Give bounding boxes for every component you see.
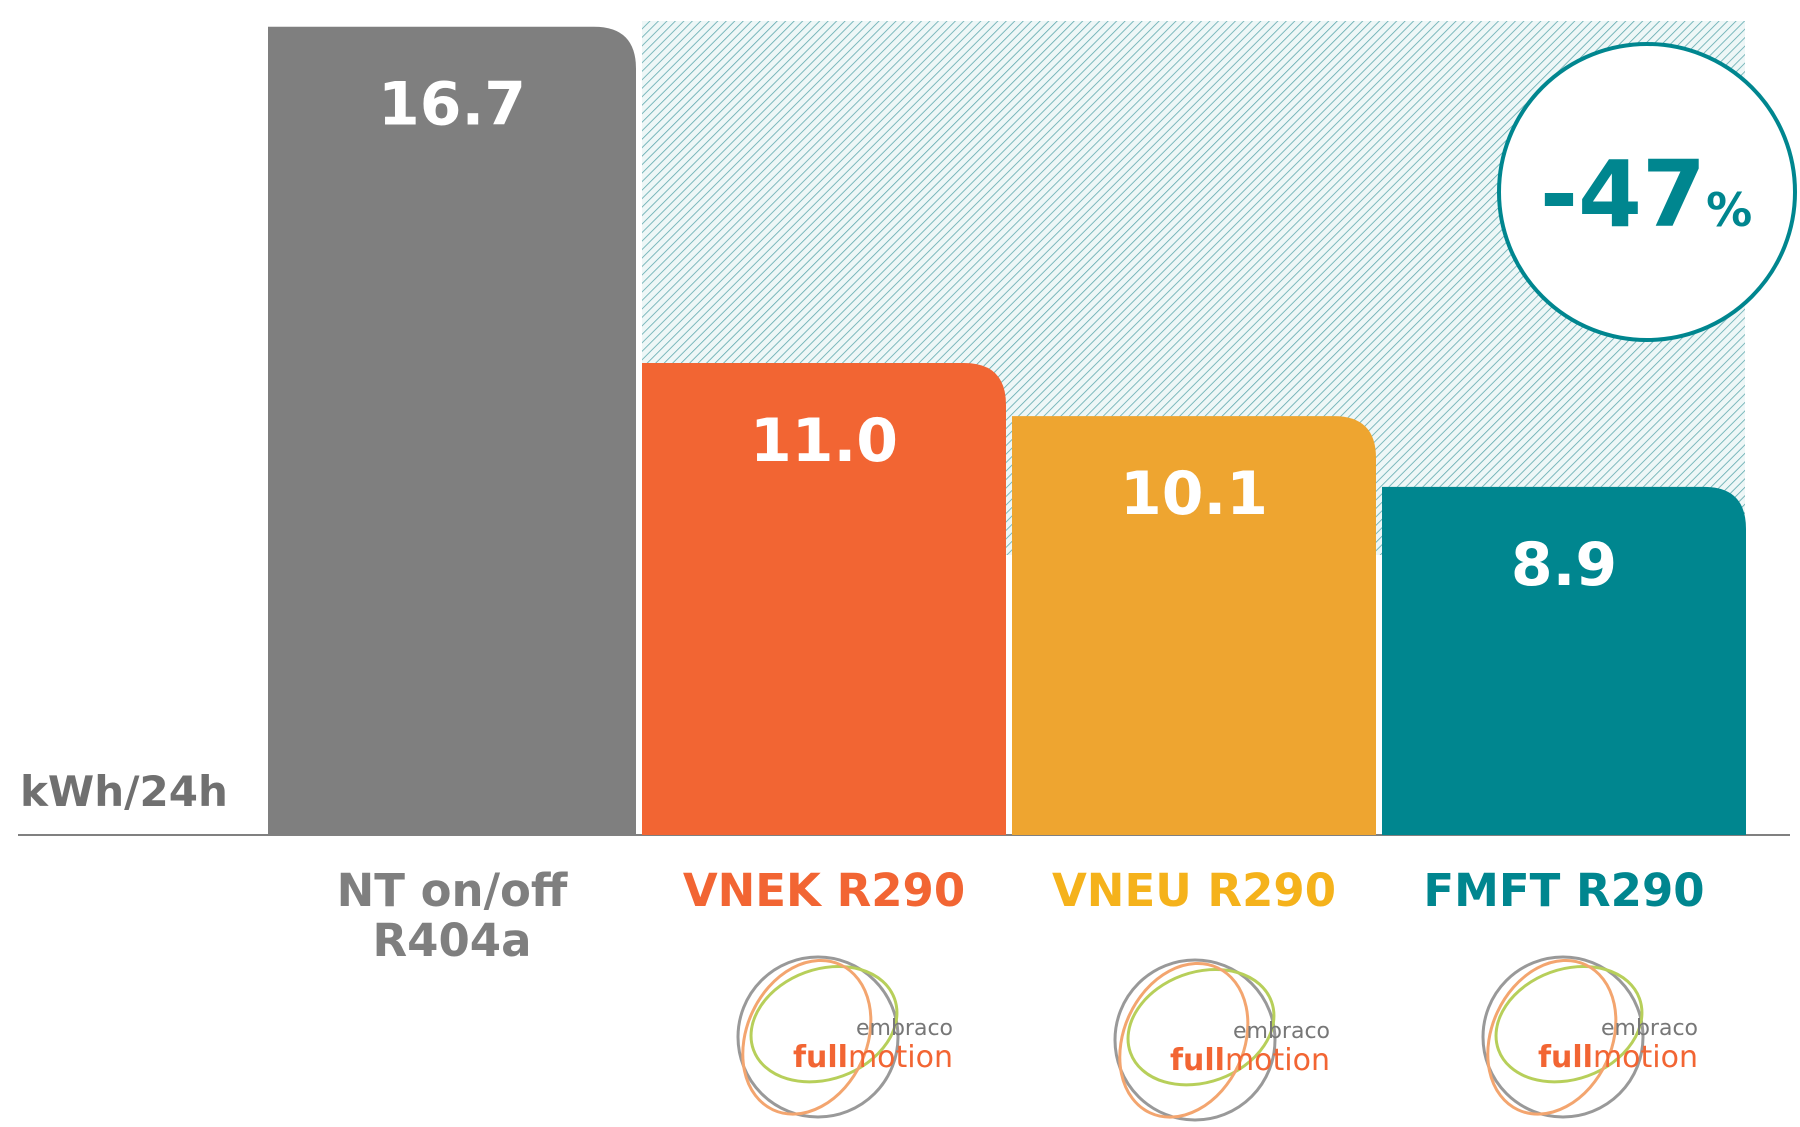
logo-name-b: motion (1225, 1043, 1330, 1078)
logo-name-b: motion (848, 1040, 953, 1075)
annotation-unit: % (1706, 183, 1752, 237)
logo: embraco fullmotion (1481, 955, 1698, 1119)
logo-brand: embraco (1233, 1019, 1330, 1044)
y-axis-label: kWh/24h (20, 767, 228, 816)
category-label: FMFT R290 (1423, 864, 1705, 917)
logo-name-a: full (1538, 1040, 1593, 1075)
logo-name-a: full (1170, 1043, 1225, 1078)
category-label: VNEK R290 (682, 864, 966, 917)
logo-name-b: motion (1593, 1040, 1698, 1075)
svg-text:fullmotion: fullmotion (1170, 1043, 1330, 1078)
annotation-circle (1497, 42, 1797, 342)
bar (268, 26, 636, 835)
logo: embraco fullmotion (736, 955, 953, 1119)
annotation: -47% (1540, 141, 1752, 248)
category-label: NT on/off R404a (336, 864, 568, 967)
bars (268, 26, 1746, 835)
logo: embraco fullmotion (1113, 958, 1330, 1122)
logo-brand: embraco (856, 1016, 953, 1041)
bar (1382, 486, 1746, 835)
bar (642, 363, 1006, 835)
svg-text:fullmotion: fullmotion (793, 1040, 953, 1075)
value-label: 10.1 (1120, 459, 1268, 529)
annotation-number: -47 (1540, 141, 1706, 248)
value-label: 8.9 (1511, 530, 1617, 600)
svg-text:fullmotion: fullmotion (1538, 1040, 1698, 1075)
logo-name-a: full (793, 1040, 848, 1075)
value-label: 16.7 (378, 70, 526, 140)
value-label: 11.0 (750, 406, 898, 476)
logo-brand: embraco (1601, 1016, 1698, 1041)
bar (1012, 416, 1376, 835)
category-label: VNEU R290 (1051, 864, 1337, 917)
